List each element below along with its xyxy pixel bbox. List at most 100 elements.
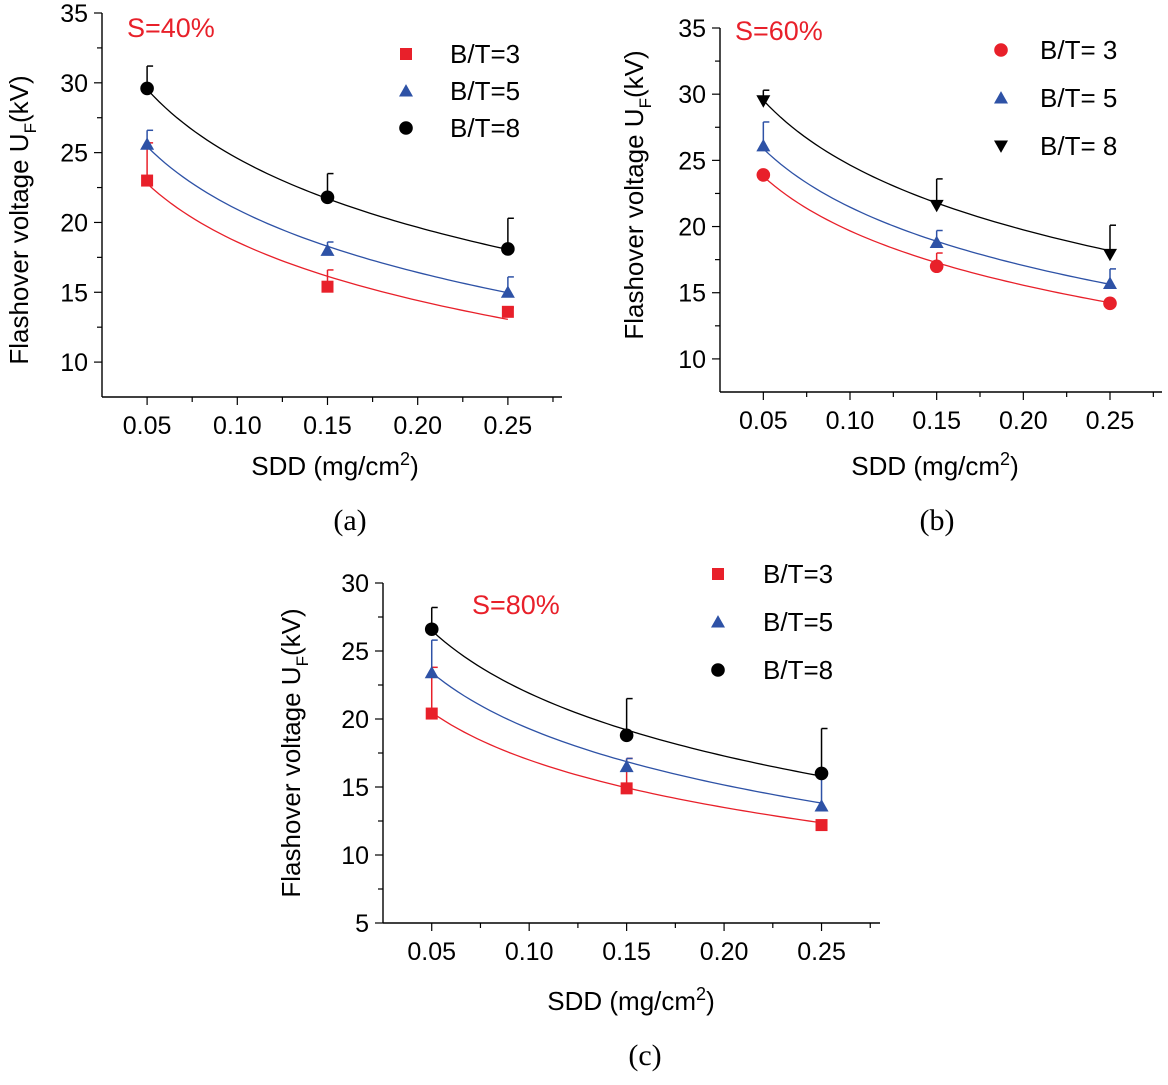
legend-marker [711, 615, 725, 628]
legend-label: B/T=5 [763, 607, 833, 637]
data-point [320, 243, 335, 256]
x-tick-label: 0.20 [393, 412, 442, 440]
data-point [500, 285, 515, 298]
y-tick-label: 35 [678, 15, 706, 43]
data-point [1103, 248, 1117, 262]
data-point [814, 799, 829, 812]
x-axis-title-end: ) [706, 986, 715, 1016]
y-tick-label: 25 [678, 147, 706, 175]
condition-annotation: S=40% [127, 13, 215, 43]
x-axis-title-superscript: 2 [1000, 449, 1010, 469]
y-axis-title-main: Flashover voltage U [4, 133, 34, 364]
legend-marker [994, 43, 1008, 57]
data-point [619, 728, 634, 743]
x-axis-title-main: SDD (mg/cm [851, 451, 1000, 481]
x-axis-title: SDD (mg/cm2) [547, 984, 714, 1016]
y-axis-title-main: Flashover voltage U [276, 666, 306, 897]
x-tick-label: 0.15 [602, 938, 651, 966]
y-tick-label: 15 [60, 279, 88, 307]
panel-label: (b) [920, 504, 955, 537]
y-tick-label: 35 [60, 0, 88, 28]
y-tick-label: 15 [678, 280, 706, 308]
x-axis-title-superscript: 2 [696, 984, 706, 1004]
y-tick-label: 30 [678, 81, 706, 109]
y-axis-title-main: Flashover voltage U [619, 108, 649, 339]
legend-label: B/T=3 [763, 559, 833, 589]
y-tick-label: 30 [341, 570, 369, 598]
x-axis-title-superscript: 2 [400, 449, 410, 469]
legend-marker [711, 663, 725, 677]
x-axis-title: SDD (mg/cm2) [851, 449, 1018, 481]
data-point [140, 137, 155, 150]
y-tick-label: 25 [60, 140, 88, 168]
data-point [141, 174, 154, 187]
y-axis-title-end: (kV) [4, 75, 34, 123]
fit-curve-3 [762, 99, 1111, 252]
condition-annotation: S=80% [472, 590, 560, 620]
data-point [425, 707, 438, 720]
y-tick-label: 10 [678, 346, 706, 374]
data-point [320, 190, 335, 205]
legend-label: B/T=5 [450, 76, 520, 106]
y-axis-title-end: (kV) [276, 608, 306, 656]
data-point [815, 819, 828, 832]
legend-label: B/T=3 [450, 39, 520, 69]
x-tick-label: 0.20 [999, 407, 1048, 435]
y-axis-title-end: (kV) [619, 50, 649, 98]
data-point [140, 81, 154, 96]
x-axis-title: SDD (mg/cm2) [251, 449, 418, 481]
data-point [929, 235, 944, 248]
y-tick-label: 5 [355, 910, 369, 938]
y-tick-label: 10 [60, 349, 88, 377]
data-point [1103, 296, 1117, 311]
y-axis-title: Flashover voltage UF(kV) [4, 75, 40, 364]
x-tick-label: 0.05 [739, 407, 788, 435]
data-point [929, 199, 944, 213]
legend-marker [994, 140, 1008, 153]
x-tick-label: 0.25 [1086, 407, 1135, 435]
x-axis-title-main: SDD (mg/cm [251, 451, 400, 481]
data-point [501, 305, 514, 318]
data-point [501, 242, 515, 256]
legend-label: B/T=8 [450, 113, 520, 143]
y-axis-title-subscript: F [21, 123, 40, 133]
x-tick-label: 0.10 [826, 407, 875, 435]
y-tick-label: 30 [60, 70, 88, 98]
y-axis-title-subscript: F [636, 98, 655, 108]
condition-annotation: S=60% [735, 16, 823, 46]
legend-marker [399, 84, 413, 97]
x-tick-label: 0.10 [505, 938, 554, 966]
legend-marker [400, 48, 412, 60]
legend-marker [399, 121, 413, 135]
y-tick-label: 10 [341, 842, 369, 870]
chart-panel-a: 10 15 20 25 30 35 0.05 0.10 0.15 0.20 0.25 SDD (mg/… [4, 0, 562, 537]
y-tick-label: 20 [678, 214, 706, 242]
x-tick-label: 0.20 [700, 938, 749, 966]
data-point [321, 280, 334, 293]
legend-marker [994, 91, 1008, 104]
legend-marker [712, 568, 724, 580]
data-point [814, 766, 829, 781]
y-tick-label: 15 [341, 774, 369, 802]
y-tick-label: 20 [341, 706, 369, 734]
legend-label: B/T= 5 [1040, 83, 1117, 113]
legend-label: B/T= 8 [1040, 131, 1117, 161]
chart-panel-b: 10 15 20 25 30 35 0.05 0.10 0.15 0.20 0.25 SDD (mg/… [619, 15, 1162, 537]
y-axis-title-subscript: F [293, 656, 312, 666]
data-point [619, 759, 634, 773]
y-tick-label: 25 [341, 638, 369, 666]
data-point [756, 95, 771, 108]
data-point [756, 168, 771, 182]
x-tick-label: 0.05 [123, 412, 172, 440]
y-tick-label: 20 [60, 209, 88, 237]
x-axis-title-end: ) [410, 451, 419, 481]
x-tick-label: 0.25 [484, 412, 533, 440]
legend-label: B/T= 3 [1040, 35, 1117, 65]
x-tick-label: 0.05 [407, 938, 456, 966]
y-axis-title: Flashover voltage UF(kV) [276, 608, 312, 897]
panel-label: (a) [333, 504, 366, 537]
data-point [424, 665, 439, 679]
panel-label: (c) [628, 1039, 661, 1072]
data-point [756, 138, 771, 152]
